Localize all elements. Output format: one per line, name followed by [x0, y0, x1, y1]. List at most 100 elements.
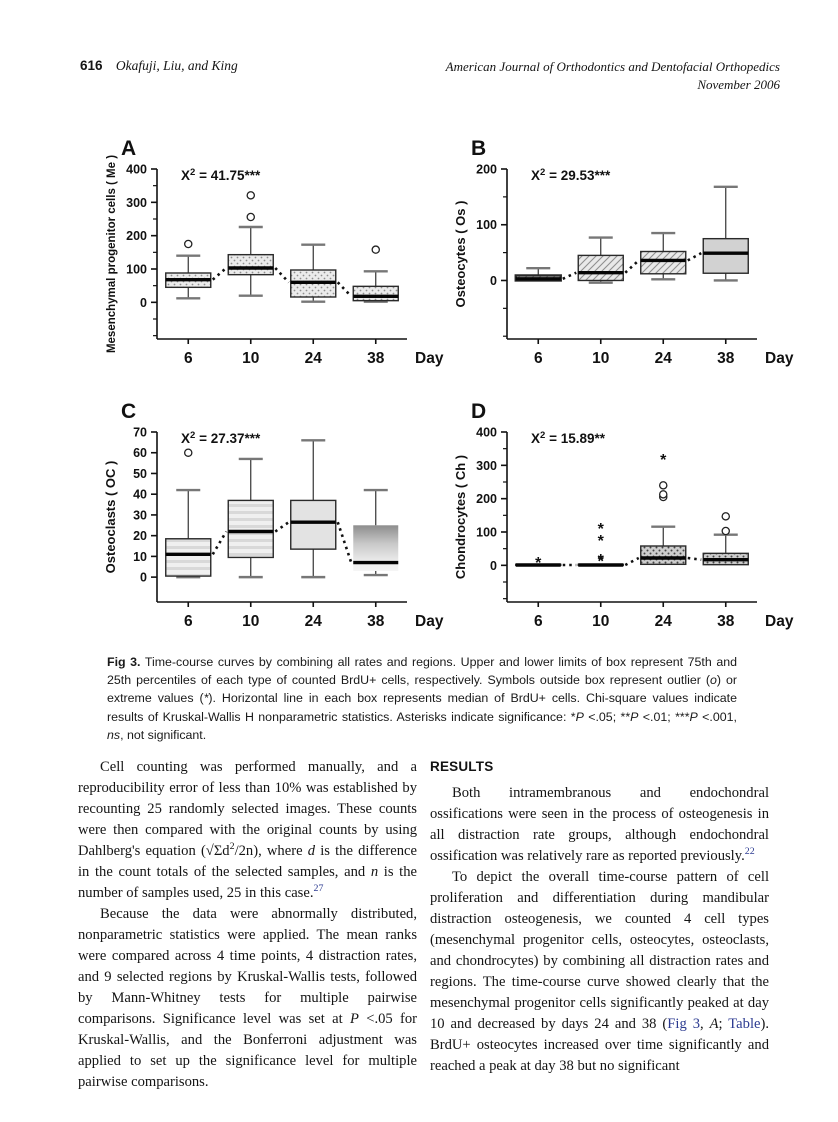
svg-text:100: 100 [476, 218, 497, 232]
box-day-38 [353, 488, 399, 577]
extreme-marker: * [598, 521, 605, 538]
outlier-marker [658, 481, 668, 490]
svg-text:6: 6 [534, 613, 543, 630]
median-connector [211, 530, 228, 555]
svg-text:300: 300 [476, 459, 497, 473]
svg-text:70: 70 [133, 426, 147, 440]
outlier-marker [721, 526, 730, 536]
svg-text:400: 400 [126, 163, 147, 177]
citation-link[interactable]: Table [728, 1016, 761, 1033]
median-connector [336, 281, 353, 298]
box-day-6: * [515, 555, 562, 572]
svg-text:A: A [121, 137, 136, 160]
svg-text:Day: Day [415, 613, 444, 630]
extreme-marker: * [598, 533, 605, 550]
citation-link[interactable]: 22 [744, 846, 755, 858]
extreme-marker: * [598, 554, 605, 571]
outlier-marker [246, 212, 255, 222]
svg-text:100: 100 [476, 526, 497, 540]
svg-text:24: 24 [655, 350, 673, 367]
svg-text:0: 0 [140, 296, 147, 310]
boxplot-A: A 0 100 200 300 400 6 10 24 38 Day X2 = 41.75*** Mes… [106, 137, 444, 367]
outlier-marker [371, 245, 380, 254]
box-day-6 [165, 448, 212, 579]
box-day-24 [640, 231, 687, 281]
box-day-6 [165, 239, 212, 300]
median-connector [624, 556, 640, 567]
svg-text:Osteocytes ( Os ): Osteocytes ( Os ) [453, 201, 468, 308]
svg-text:24: 24 [305, 350, 323, 367]
svg-text:Day: Day [415, 350, 444, 367]
svg-text:10: 10 [592, 613, 609, 630]
svg-text:30: 30 [133, 508, 147, 522]
median-connector [562, 271, 577, 280]
svg-text:6: 6 [534, 350, 543, 367]
box-day-24 [290, 439, 337, 579]
extreme-marker: * [660, 452, 667, 469]
chart-panel-d: D 0 100 200 300 400 6 10 24 38 Day X2 = 15.89** Chon… [445, 390, 795, 647]
svg-text:0: 0 [490, 559, 497, 573]
box-day-10: **** [577, 521, 624, 571]
box-day-24 [290, 243, 337, 303]
paragraph: Because the data were abnormally distrib… [78, 906, 418, 1090]
header-left: 616 Okafuji, Liu, and King [80, 58, 238, 74]
results-heading: RESULTS [430, 759, 494, 774]
chart-panel-c: C 0 10 20 30 40 50 60 70 6 10 24 38 Day X2 = 27.37*** O… [95, 390, 445, 647]
svg-text:38: 38 [367, 613, 385, 630]
svg-text:6: 6 [184, 350, 193, 367]
svg-text:X2 = 27.37***: X2 = 27.37*** [181, 430, 261, 446]
svg-text:38: 38 [717, 613, 735, 630]
box-day-10 [227, 457, 274, 579]
svg-text:D: D [471, 400, 486, 423]
median-connector [687, 252, 702, 262]
svg-text:10: 10 [242, 613, 259, 630]
paragraph: To depict the overall time-course patter… [430, 869, 769, 1075]
svg-text:200: 200 [126, 229, 147, 243]
outlier-marker [246, 191, 255, 200]
svg-text:X2 = 41.75***: X2 = 41.75*** [181, 167, 261, 183]
svg-text:10: 10 [242, 350, 259, 367]
boxplot-B: B 0 100 200 6 10 24 38 Day X2 = 29.53*** Osteocyte… [453, 137, 794, 367]
svg-text:10: 10 [133, 550, 147, 564]
figure-caption: Fig 3. Time-course curves by combining a… [107, 655, 738, 742]
boxplot-C: C 0 10 20 30 40 50 60 70 6 10 24 38 Day X2 = 27.37*** O… [103, 400, 444, 630]
citation-link[interactable]: Fig 3 [667, 1016, 700, 1033]
svg-text:100: 100 [126, 263, 147, 277]
svg-text:0: 0 [490, 274, 497, 288]
svg-text:200: 200 [476, 492, 497, 506]
page-header: 616 Okafuji, Liu, and King American Jour… [80, 58, 780, 94]
svg-text:60: 60 [133, 446, 147, 460]
svg-text:6: 6 [184, 613, 193, 630]
box-day-10 [227, 191, 274, 297]
median-connector [274, 521, 290, 533]
paragraph: Both intramembranous and endochondral os… [430, 785, 769, 865]
citation-link[interactable]: 27 [313, 883, 324, 895]
extreme-marker: * [598, 552, 605, 569]
svg-text:300: 300 [126, 196, 147, 210]
outlier-marker [658, 490, 668, 499]
page-number: 616 [80, 58, 103, 73]
svg-text:C: C [121, 400, 136, 423]
figure-3-grid: A 0 100 200 300 400 6 10 24 38 Day X2 = 41.75*** Mes… [95, 127, 795, 647]
chart-panel-b: B 0 100 200 6 10 24 38 Day X2 = 29.53*** Osteocyte… [445, 127, 795, 384]
svg-text:20: 20 [133, 529, 147, 543]
svg-text:Chondrocytes ( Ch ): Chondrocytes ( Ch ) [453, 455, 468, 579]
outlier-marker [184, 448, 193, 457]
svg-text:0: 0 [140, 571, 147, 585]
box-day-38 [352, 245, 399, 303]
box-day-38 [702, 185, 749, 282]
boxplot-D: D 0 100 200 300 400 6 10 24 38 Day X2 = 15.89** Chon… [453, 400, 794, 630]
outlier-marker [721, 512, 730, 521]
median-connector [336, 521, 353, 564]
svg-text:38: 38 [367, 350, 385, 367]
right-column: RESULTS Both intramembranous and endocho… [430, 757, 769, 1077]
header-right: American Journal of Orthodontics and Den… [446, 58, 780, 94]
svg-text:400: 400 [476, 426, 497, 440]
box-day-38 [702, 512, 749, 566]
issue-date: November 2006 [697, 77, 780, 93]
svg-text:X2 = 29.53***: X2 = 29.53*** [531, 167, 611, 183]
svg-text:B: B [471, 137, 486, 160]
left-column: Cell counting was performed manually, an… [78, 757, 417, 1093]
paragraph: Cell counting was performed manually, an… [78, 759, 417, 901]
